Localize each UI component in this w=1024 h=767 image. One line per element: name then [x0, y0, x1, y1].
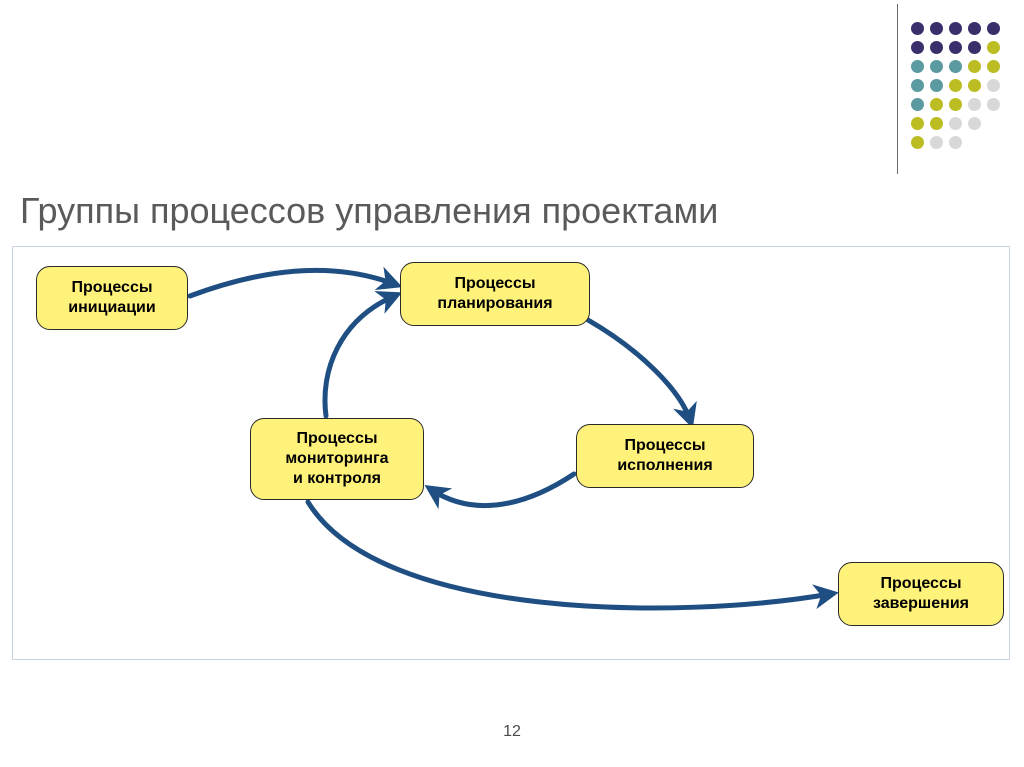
decor-dot: [949, 117, 962, 130]
flow-node-plan: Процессыпланирования: [400, 262, 590, 326]
decor-dot: [911, 22, 924, 35]
flow-node-exec: Процессыисполнения: [576, 424, 754, 488]
decor-dot: [968, 41, 981, 54]
decor-vertical-line: [897, 4, 898, 174]
decor-dot: [911, 98, 924, 111]
decor-dot: [968, 60, 981, 73]
decor-dot: [968, 117, 981, 130]
flow-node-close: Процессызавершения: [838, 562, 1004, 626]
decor-dot: [987, 22, 1000, 35]
decor-dot-grid: [911, 22, 1006, 155]
decor-dot: [930, 136, 943, 149]
decor-dot: [911, 117, 924, 130]
decor-dot: [930, 60, 943, 73]
page-title: Группы процессов управления проектами: [20, 190, 718, 232]
decor-dot: [968, 98, 981, 111]
flow-node-monitor: Процессымониторингаи контроля: [250, 418, 424, 500]
decor-dot: [911, 136, 924, 149]
page-number: 12: [503, 723, 521, 741]
decor-dot: [930, 98, 943, 111]
decor-dot: [949, 22, 962, 35]
decor-dot: [987, 41, 1000, 54]
decor-dot: [987, 98, 1000, 111]
decor-dot: [949, 41, 962, 54]
decor-dot: [930, 41, 943, 54]
decor-dot: [911, 60, 924, 73]
decor-dot: [911, 41, 924, 54]
decor-dot: [949, 60, 962, 73]
decor-dot: [987, 79, 1000, 92]
decor-dot: [911, 79, 924, 92]
decor-dot: [949, 98, 962, 111]
decor-dot: [949, 79, 962, 92]
decor-dot: [949, 136, 962, 149]
decor-dot: [930, 117, 943, 130]
decor-dot: [987, 60, 1000, 73]
decor-dot: [968, 22, 981, 35]
flow-node-init: Процессыинициации: [36, 266, 188, 330]
decor-dot: [968, 79, 981, 92]
decor-dot: [930, 22, 943, 35]
decor-dot: [930, 79, 943, 92]
